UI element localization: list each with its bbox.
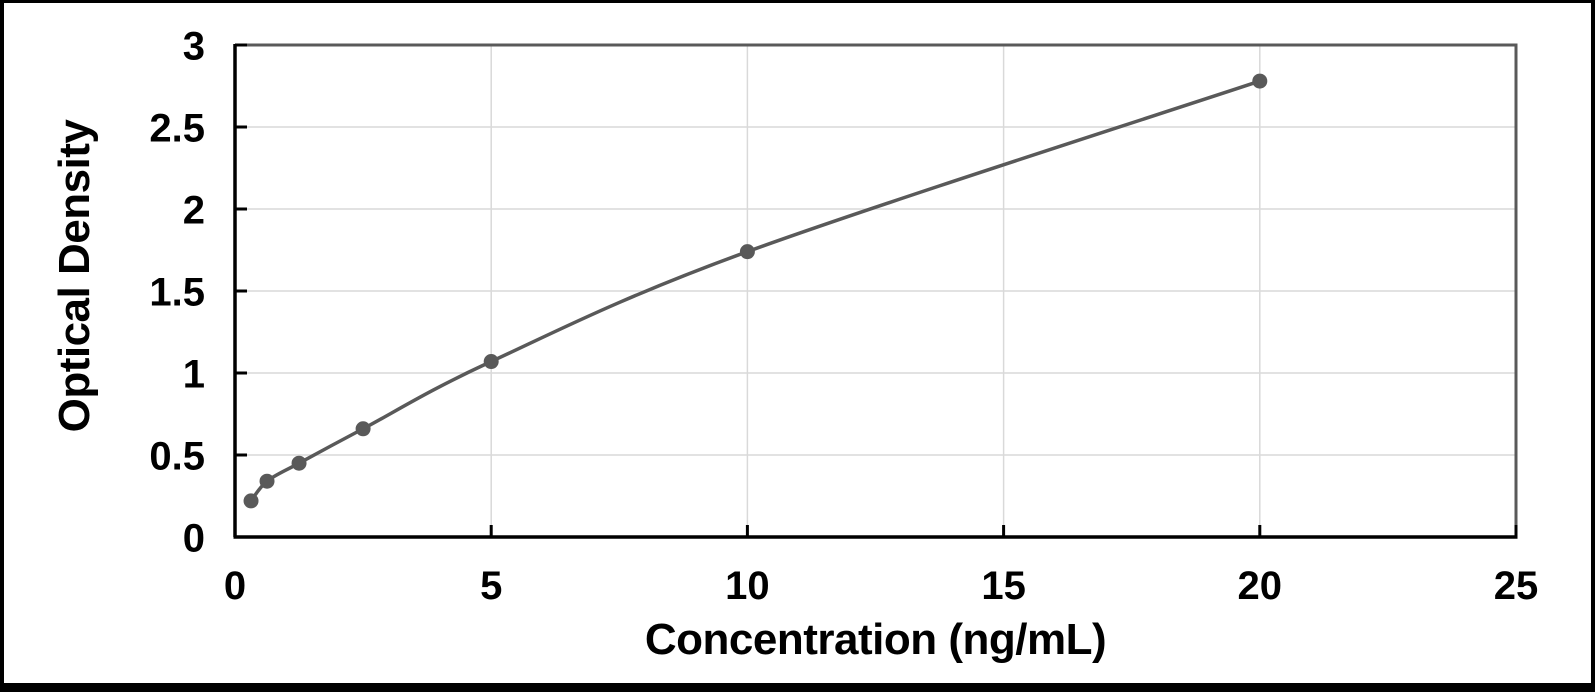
x-tick-label: 25 [1494,564,1539,608]
data-point [1252,73,1268,89]
data-point [483,354,499,370]
y-tick-label: 3 [183,24,205,68]
y-tick-label: 1.5 [149,270,205,314]
standard-curve-plot: 0 0.5 1 1.5 2 2.5 3 0 5 10 15 20 25 [149,24,1539,608]
y-tick-label: 0 [183,516,205,560]
y-tick-label: 2.5 [149,106,205,150]
x-tick-label: 20 [1238,564,1283,608]
data-point [259,473,275,489]
y-axis-title: Optical Density [50,119,99,433]
x-axis-title: Concentration (ng/mL) [644,615,1107,664]
x-tick-label: 15 [981,564,1026,608]
y-tick-label: 0.5 [149,434,205,478]
x-tick-label: 10 [725,564,770,608]
data-point [243,493,259,509]
data-point [739,244,755,260]
x-tick-label: 5 [480,564,502,608]
y-tick-label: 1 [183,352,205,396]
y-tick-label: 2 [183,188,205,232]
data-point [291,455,307,471]
x-tick-label: 0 [224,564,246,608]
data-point [355,421,371,437]
